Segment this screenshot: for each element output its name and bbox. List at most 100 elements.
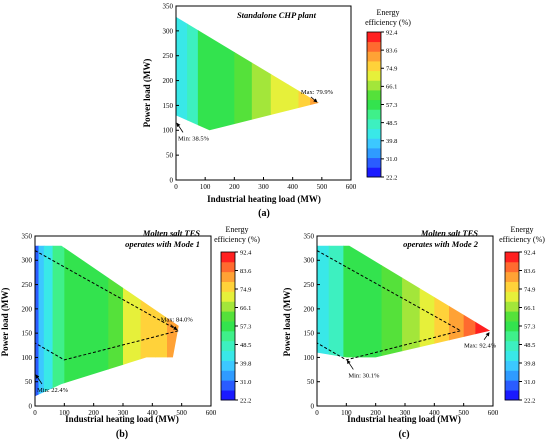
contour-band-0 [317, 245, 330, 358]
colorbar-label-8: 22.2 [524, 397, 535, 404]
colorbar-swatch-9 [367, 80, 381, 91]
y-tick-label-6: 300 [304, 257, 315, 265]
colorbar-label-3: 66.1 [524, 305, 535, 312]
y-tick-label-5: 250 [22, 281, 33, 289]
y-tick-label-0: 0 [311, 402, 315, 410]
contour-band-2 [343, 245, 383, 358]
colorbar-swatch-13 [367, 41, 381, 52]
colorbar-swatch-5 [221, 340, 235, 352]
contour-band-1 [38, 245, 45, 397]
colorbar-c: Energy efficiency (%) 92.4 83.6 74.9 66.1 57… [499, 225, 545, 404]
min-label: Min: 30.1% [348, 372, 380, 379]
colorbar-swatch-1 [367, 157, 381, 168]
x-tick-label-2: 200 [370, 409, 381, 417]
colorbar-swatch-0 [221, 390, 235, 401]
colorbar-a: Energy efficiency (%) 92.4 83.6 74.9 66.1 57… [365, 8, 411, 181]
colorbar-label-7: 31.0 [524, 379, 535, 386]
contour-band-4 [402, 245, 421, 358]
colorbar-swatch-10 [367, 70, 381, 81]
colorbar-label-7: 31.0 [240, 379, 251, 386]
colorbar-label-6: 39.8 [240, 360, 251, 367]
y-tick-label-2: 100 [163, 127, 174, 135]
contour-band-8 [463, 245, 476, 358]
colorbar-swatch-0 [367, 167, 381, 178]
colorbar-b-title-line2: efficiency (%) [214, 235, 260, 244]
y-tick-label-4: 200 [304, 305, 315, 313]
min-arrow [35, 374, 43, 385]
panel-c-ylabel: Power load (MW) [282, 288, 292, 357]
colorbar-swatch-4 [505, 350, 519, 361]
y-tick-label-3: 150 [22, 330, 33, 338]
colorbar-swatch-13 [505, 261, 519, 273]
y-tick-label-1: 50 [25, 378, 33, 386]
colorbar-swatch-11 [505, 281, 519, 292]
max-label: Max: 79.9% [301, 89, 334, 96]
colorbar-label-6: 39.8 [524, 360, 535, 367]
contour-band-5 [419, 245, 435, 358]
contour-band-6 [288, 16, 300, 131]
min-label: Min: 38.5% [178, 135, 210, 142]
colorbar-swatch-11 [221, 281, 235, 292]
contour-band-7 [140, 245, 156, 397]
colorbar-c-title-line1: Energy [511, 225, 534, 234]
colorbar-swatch-11 [367, 61, 381, 72]
colorbar-label-1: 83.6 [240, 268, 252, 275]
colorbar-label-5: 48.5 [524, 342, 535, 349]
colorbar-swatch-8 [221, 311, 235, 322]
panel-b-xlabel: Industrial heating load (MW) [65, 414, 179, 424]
colorbar-swatch-3 [367, 138, 381, 149]
y-tick-label-3: 150 [163, 102, 174, 110]
contour-band-0 [176, 16, 188, 131]
x-tick-label-4: 400 [147, 409, 158, 417]
colorbar-swatch-7 [367, 99, 381, 110]
x-tick-label-4: 400 [287, 183, 298, 191]
colorbar-label-4: 57.3 [524, 323, 535, 330]
colorbar-label-7: 31.0 [386, 156, 397, 163]
y-tick-label-5: 250 [163, 52, 174, 60]
max-label: Max: 92.4% [464, 343, 497, 350]
x-tick-label-2: 200 [88, 409, 99, 417]
x-tick-label-0: 0 [33, 409, 37, 417]
x-tick-label-3: 300 [400, 409, 411, 417]
y-tick-label-0: 0 [170, 176, 174, 184]
colorbar-label-1: 83.6 [386, 47, 398, 54]
y-tick-label-5: 250 [304, 281, 315, 289]
y-tick-label-0: 0 [29, 402, 33, 410]
colorbar-swatch-14 [221, 252, 235, 263]
panel-c-title-line2: operates with Mode 2 [403, 239, 479, 249]
colorbar-swatch-3 [505, 360, 519, 371]
max-label: Max: 84.0% [161, 317, 194, 324]
x-tick-label-5: 500 [458, 409, 469, 417]
colorbar-swatch-6 [221, 330, 235, 342]
colorbar-swatch-6 [367, 109, 381, 120]
colorbar-label-0: 92.4 [240, 249, 252, 256]
x-tick-label-0: 0 [174, 183, 178, 191]
colorbar-swatch-13 [221, 261, 235, 273]
colorbar-swatch-5 [367, 119, 381, 130]
contour-band-6 [123, 245, 142, 397]
panel-a-letter: (a) [258, 208, 270, 219]
y-tick-label-7: 350 [22, 232, 33, 240]
x-tick-label-3: 300 [118, 409, 129, 417]
panel-b-title-line2: operates with Mode 1 [125, 239, 200, 249]
colorbar-swatch-4 [367, 128, 381, 139]
colorbar-swatch-9 [221, 301, 235, 312]
x-tick-label-0: 0 [315, 409, 319, 417]
colorbar-swatch-8 [367, 90, 381, 101]
panel-b: 0 100 200 300 400 500 600 0 50 100 150 200 250 300 350… [0, 228, 217, 440]
colorbar-label-0: 92.4 [524, 249, 536, 256]
panel-a-xlabel: Industrial heating load (MW) [207, 194, 321, 204]
colorbar-label-5: 48.5 [386, 120, 397, 127]
colorbar-label-4: 57.3 [386, 102, 397, 109]
x-tick-label-4: 400 [429, 409, 440, 417]
contour-band-7 [449, 245, 465, 358]
colorbar-swatch-2 [221, 370, 235, 381]
contour-band-4 [251, 16, 272, 131]
x-tick-label-2: 200 [229, 183, 240, 191]
colorbar-label-2: 74.9 [386, 66, 397, 73]
panel-c: 0 100 200 300 400 500 600 0 50 100 150 200 250 300 350… [282, 228, 499, 440]
max-arrow [170, 324, 178, 331]
y-tick-label-1: 50 [307, 378, 315, 386]
max-arrow [310, 96, 318, 103]
min-arrow [346, 359, 354, 370]
